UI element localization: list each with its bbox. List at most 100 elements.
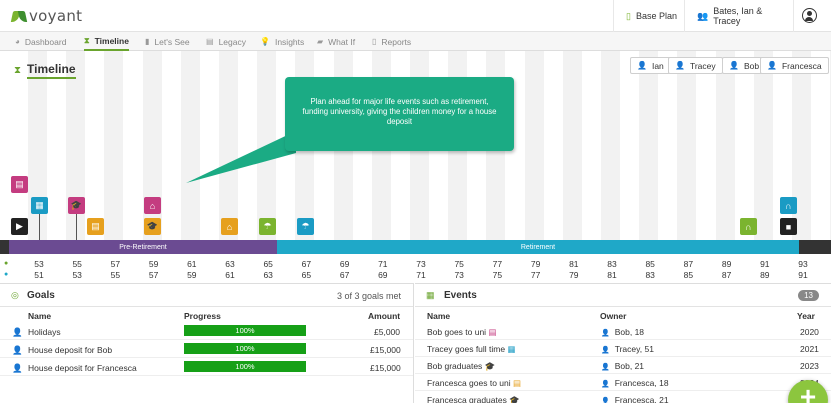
tab-timeline[interactable]: ⧗ Timeline — [84, 32, 129, 51]
age-label: 75 — [492, 270, 503, 280]
base-plan-label: Base Plan — [635, 11, 677, 21]
year-stripe — [66, 51, 86, 241]
person-filter-francesca[interactable]: 👤 Francesca — [760, 57, 829, 74]
goals-col-progress: Progress — [184, 311, 221, 321]
event-owner: Francesca, 18 — [614, 378, 669, 388]
age-label: 73 — [416, 259, 426, 269]
event-name: Bob graduates — [427, 361, 483, 371]
event-row[interactable]: Tracey goes full time ▦ 👤 Tracey, 51 2021 — [415, 340, 831, 357]
age-label: 81 — [569, 259, 579, 269]
umbrella-icon[interactable]: ☂ — [297, 218, 314, 235]
goal-name: House deposit for Francesca — [28, 363, 137, 373]
age-label: 53 — [72, 270, 82, 280]
person-filter-ian[interactable]: 👤 Ian — [630, 57, 671, 74]
year-stripe — [219, 51, 238, 241]
age-label: 79 — [569, 270, 579, 280]
timeline-start-cap — [0, 240, 9, 254]
events-count-badge: 13 — [798, 290, 819, 301]
goal-row[interactable]: 👤 House deposit for Francesca 100% £15,0… — [0, 359, 413, 376]
retirement-phase[interactable]: Retirement — [277, 240, 799, 254]
person-filter-tracey[interactable]: 👤 Tracey — [668, 57, 723, 74]
umbrella-icon[interactable]: ☂ — [259, 218, 276, 235]
gravestone-icon[interactable]: ∩ — [740, 218, 757, 235]
tab-reports[interactable]: ▯ Reports — [372, 32, 411, 51]
stop-icon[interactable]: ■ — [780, 218, 797, 235]
events-header: ▦ Events 13 — [415, 284, 831, 307]
graduation-cap-icon[interactable]: 🎓 — [144, 218, 161, 235]
event-row[interactable]: Bob graduates 🎓 👤 Bob, 21 2023 — [415, 357, 831, 374]
voyant-logo[interactable]: voyant — [12, 7, 82, 25]
year-stripe — [792, 51, 811, 241]
person-icon: 👤 — [637, 61, 647, 70]
lightbulb-icon: 💡 — [260, 37, 270, 46]
event-name: Tracey goes full time — [427, 344, 506, 354]
tab-label: What If — [328, 36, 356, 47]
tab-lets-see[interactable]: ▮ Let's See — [145, 32, 190, 51]
person-filter-bob[interactable]: 👤 Bob — [722, 57, 767, 74]
add-button[interactable]: + — [788, 380, 828, 403]
tab-legacy[interactable]: ▤ Legacy — [206, 32, 246, 51]
age-label: 81 — [607, 270, 617, 280]
client-button[interactable]: 👥 Bates, Ian & Tracey — [684, 0, 793, 32]
age-label: 67 — [301, 259, 312, 269]
events-col-year: Year — [797, 311, 815, 321]
timeline-title: Timeline — [27, 62, 76, 79]
goal-row[interactable]: 👤 House deposit for Bob 100% £15,000 — [0, 341, 413, 358]
graduation-cap-icon[interactable]: 🎓 — [68, 197, 85, 214]
pre-retirement-phase[interactable]: Pre-Retirement — [9, 240, 277, 254]
age-label: 77 — [492, 259, 503, 269]
goal-row[interactable]: 👤 Holidays 100% £5,000 — [0, 323, 413, 340]
age-label: 63 — [263, 270, 273, 280]
tab-label: Let's See — [154, 36, 190, 47]
age-label: 83 — [607, 259, 617, 269]
age-label: 65 — [301, 270, 312, 280]
goal-name: Holidays — [28, 327, 61, 337]
book-icon[interactable]: ▤ — [87, 218, 104, 235]
phase-label: Pre-Retirement — [119, 243, 167, 251]
graduation-cap-icon: 🎓 — [509, 395, 520, 403]
age-label: 57 — [148, 270, 159, 280]
event-stem — [39, 214, 40, 240]
person-label: Tracey — [689, 60, 716, 71]
person-icon: 👤 — [601, 398, 610, 403]
tab-dashboard[interactable]: ◕ Dashboard — [15, 32, 66, 51]
goal-progress-value: 100% — [235, 326, 255, 335]
goal-amount: £5,000 — [374, 327, 400, 337]
tab-insights[interactable]: 💡 Insights — [260, 32, 304, 51]
house-icon[interactable]: ⌂ — [144, 197, 161, 214]
age-label: 69 — [378, 270, 388, 280]
age-label: 61 — [225, 270, 235, 280]
person-icon: 👤 — [675, 61, 685, 70]
graduation-cap-icon: 🎓 — [484, 361, 496, 371]
top-header: voyant ▯ Base Plan 👥 Bates, Ian & Tracey — [0, 0, 831, 32]
event-name: Francesca graduates — [427, 395, 507, 403]
book-icon: ▤ — [513, 378, 522, 388]
book-icon[interactable]: ▤ — [11, 176, 28, 193]
person-icon: ● — [4, 260, 9, 267]
hourglass-icon: ⧗ — [84, 35, 90, 45]
calendar-icon[interactable]: ▦ — [31, 197, 48, 214]
age-label: 59 — [187, 270, 197, 280]
age-label: 55 — [72, 259, 82, 269]
house-icon[interactable]: ⌂ — [221, 218, 238, 235]
goal-name: House deposit for Bob — [28, 345, 113, 355]
event-owner: Bob, 18 — [614, 327, 645, 337]
person-icon: 👤 — [601, 347, 610, 354]
event-row[interactable]: Francesca graduates 🎓 👤 Francesca, 21 — [415, 391, 831, 403]
goals-col-amount: Amount — [368, 311, 401, 321]
play-icon[interactable]: ▶ — [11, 218, 28, 235]
event-row[interactable]: Francesca goes to uni ▤ 👤Francesca, 18 2… — [415, 374, 831, 391]
document-icon: ▯ — [626, 10, 631, 21]
base-plan-button[interactable]: ▯ Base Plan — [613, 0, 689, 32]
book-icon: ▤ — [488, 327, 497, 337]
age-label: 89 — [721, 259, 732, 269]
year-stripe — [639, 51, 659, 241]
person-icon: 👤 — [767, 61, 777, 70]
age-label: 77 — [530, 270, 541, 280]
event-row[interactable]: Bob goes to uni ▤ 👤 Bob, 18 2020 — [415, 323, 831, 340]
user-menu[interactable] — [793, 0, 831, 32]
report-icon: ▯ — [372, 37, 377, 46]
tab-what-if[interactable]: ▰ What If — [317, 32, 355, 51]
age-label: 51 — [34, 270, 44, 280]
gravestone-icon[interactable]: ∩ — [780, 197, 797, 214]
